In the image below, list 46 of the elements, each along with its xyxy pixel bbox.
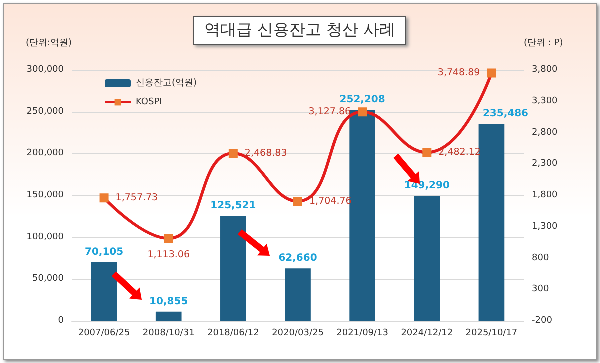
data-label: 1,757.73 [116,192,158,204]
bar [414,196,440,321]
y-tick-label: 50,000 [32,274,64,284]
bar [91,262,118,321]
y2-tick-label: 1,300 [532,222,558,232]
chart-title: 역대급 신용잔고 청산 사례 [193,16,407,45]
data-label: 235,486 [482,108,529,120]
data-label: 3,748.89 [438,68,480,79]
x-tick-label: 2021/09/13 [336,328,389,338]
bar [350,110,376,321]
legend-label: KOSPI [136,98,162,108]
x-tick-label: 2008/10/31 [142,328,195,338]
y2-axis-title: (단위 : P) [524,38,564,48]
data-label: 10,855 [150,296,188,308]
x-tick-label: 2024/12/12 [401,328,454,338]
y-tick-label: 100,000 [26,232,64,242]
data-label: 70,105 [84,246,124,258]
y-axis-title: (단위:억원) [26,38,72,48]
data-label: 1,113.06 [148,250,190,261]
y2-tick-label: 3,800 [532,65,558,75]
data-label: 2,468.83 [244,148,288,160]
bar [156,312,182,321]
y2-tick-label: -200 [532,316,553,326]
x-tick-label: 2025/10/17 [466,328,518,338]
y2-tick-label: 3,300 [532,96,558,106]
data-label: 252,208 [340,94,386,106]
y-tick-label: 0 [58,316,64,326]
y2-tick-label: 800 [532,253,550,264]
y2-tick-label: 2,300 [532,159,558,170]
bar [220,216,246,321]
x-tick-label: 2007/06/25 [78,328,130,338]
y-tick-label: 200,000 [26,148,64,159]
y-tick-label: 250,000 [26,106,64,117]
y-tick-label: 300,000 [26,65,64,75]
data-label: 125,521 [210,200,256,212]
bar [478,124,505,321]
y2-tick-label: 300 [532,284,550,295]
bar [285,268,311,321]
data-label: 149,290 [404,180,450,192]
y-tick-label: 150,000 [26,190,64,200]
x-tick-label: 2018/06/12 [207,328,260,338]
y2-tick-label: 1,800 [532,190,558,200]
x-tick-label: 2020/03/25 [272,328,324,338]
y2-tick-label: 2,800 [532,128,558,138]
legend-label: 신용잔고(억원) [136,78,198,88]
data-label: 62,660 [278,253,318,264]
